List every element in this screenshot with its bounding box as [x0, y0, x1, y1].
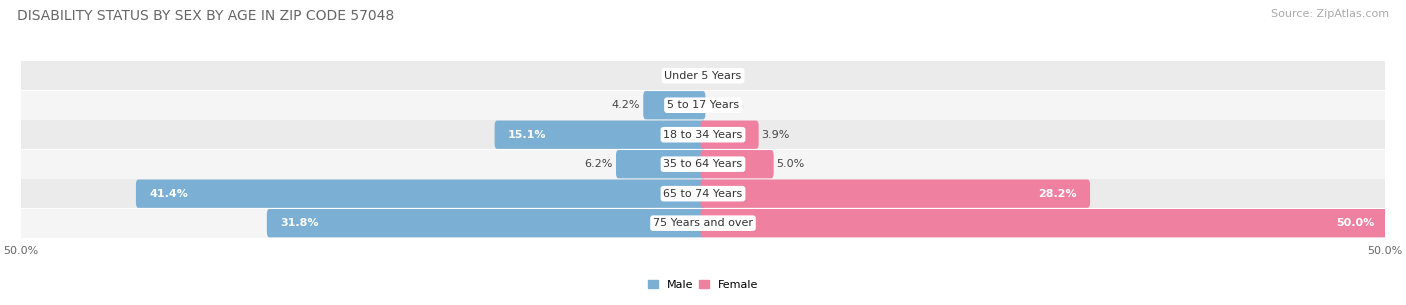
Text: 3.9%: 3.9% [762, 130, 790, 140]
FancyBboxPatch shape [616, 150, 706, 178]
Bar [21, 209, 1385, 238]
Text: 5 to 17 Years: 5 to 17 Years [666, 100, 740, 110]
Text: 75 Years and over: 75 Years and over [652, 218, 754, 228]
Bar [21, 150, 1385, 179]
FancyBboxPatch shape [700, 180, 1090, 208]
Text: 35 to 64 Years: 35 to 64 Years [664, 159, 742, 169]
Text: 0.0%: 0.0% [709, 71, 737, 81]
Text: 0.0%: 0.0% [669, 71, 697, 81]
FancyBboxPatch shape [495, 120, 706, 149]
Bar [21, 61, 1385, 90]
FancyBboxPatch shape [136, 180, 706, 208]
Text: DISABILITY STATUS BY SEX BY AGE IN ZIP CODE 57048: DISABILITY STATUS BY SEX BY AGE IN ZIP C… [17, 9, 394, 23]
Bar [21, 179, 1385, 208]
Bar [21, 91, 1385, 120]
FancyBboxPatch shape [267, 209, 706, 237]
Text: 6.2%: 6.2% [585, 159, 613, 169]
Legend: Male, Female: Male, Female [644, 275, 762, 294]
Text: 4.2%: 4.2% [612, 100, 640, 110]
Text: 0.0%: 0.0% [709, 100, 737, 110]
Text: 18 to 34 Years: 18 to 34 Years [664, 130, 742, 140]
Text: 15.1%: 15.1% [508, 130, 547, 140]
Text: 28.2%: 28.2% [1038, 189, 1077, 199]
Text: 5.0%: 5.0% [776, 159, 804, 169]
Text: 65 to 74 Years: 65 to 74 Years [664, 189, 742, 199]
Bar [21, 120, 1385, 149]
Text: Source: ZipAtlas.com: Source: ZipAtlas.com [1271, 9, 1389, 19]
Text: Under 5 Years: Under 5 Years [665, 71, 741, 81]
FancyBboxPatch shape [700, 150, 773, 178]
Text: 50.0%: 50.0% [1336, 218, 1374, 228]
Text: 41.4%: 41.4% [149, 189, 188, 199]
FancyBboxPatch shape [700, 209, 1388, 237]
FancyBboxPatch shape [700, 120, 759, 149]
Text: 31.8%: 31.8% [280, 218, 319, 228]
FancyBboxPatch shape [644, 91, 706, 119]
